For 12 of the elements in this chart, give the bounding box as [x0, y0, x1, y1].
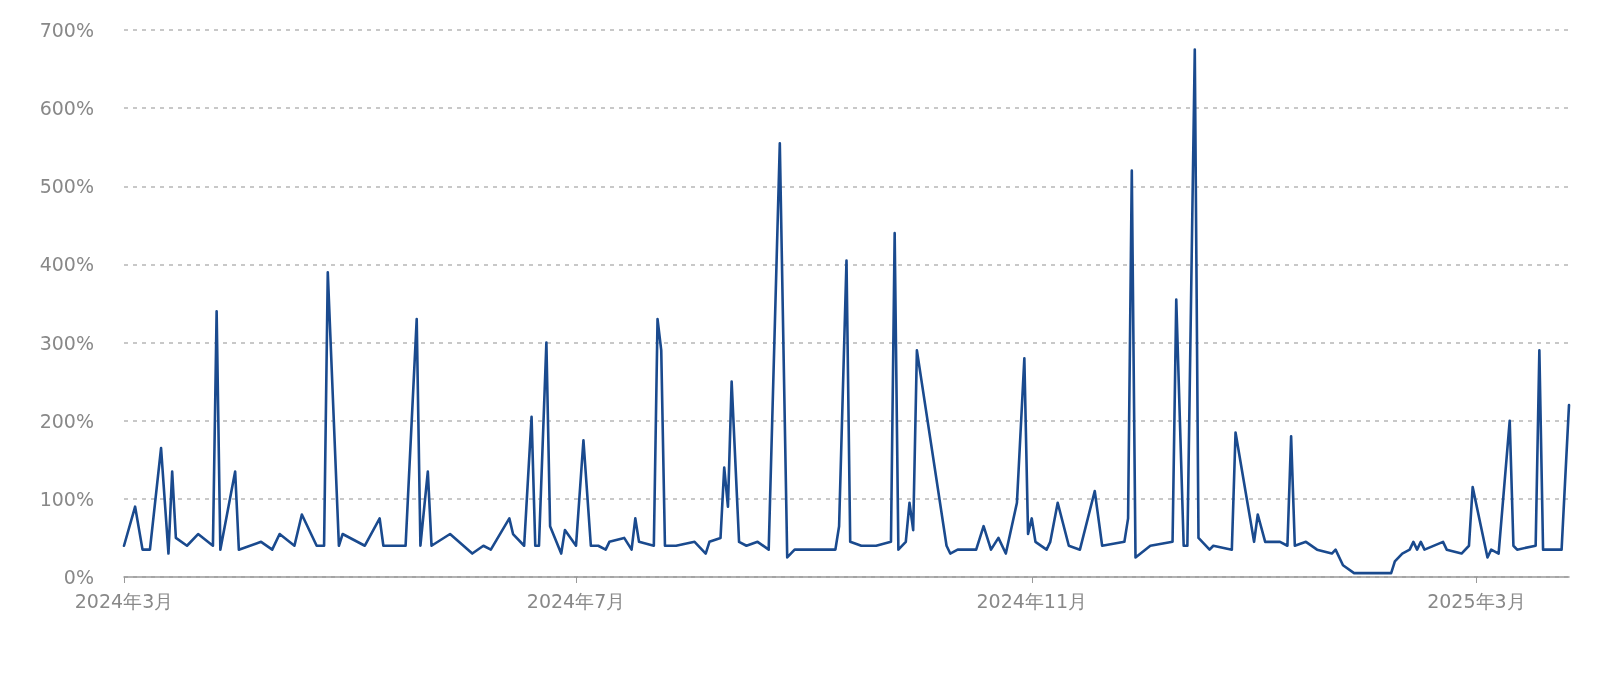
y-tick-label: 500% — [39, 175, 94, 198]
y-tick-label: 200% — [39, 409, 94, 432]
y-tick-label: 700% — [39, 19, 94, 41]
y-tick-label: 300% — [39, 331, 94, 354]
y-tick-label: 400% — [39, 253, 94, 276]
x-tick-label: 2024年7月 — [526, 589, 626, 612]
x-tick-label: 2024年3月 — [74, 589, 174, 612]
y-tick-label: 600% — [39, 97, 94, 120]
x-tick-label: 2024年11月 — [976, 589, 1088, 612]
y-tick-label: 100% — [39, 487, 94, 510]
y-tick-label: 0% — [63, 566, 94, 588]
x-tick-label: 2025年3月 — [1427, 589, 1526, 612]
